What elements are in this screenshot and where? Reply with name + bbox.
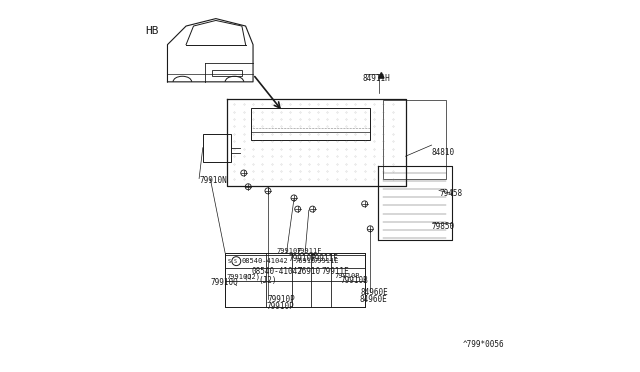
- Text: 08540-41042: 08540-41042: [241, 258, 288, 264]
- Text: 76910: 76910: [294, 258, 316, 264]
- Text: 79458: 79458: [439, 189, 462, 198]
- Bar: [251, 108, 370, 140]
- Text: 79911E: 79911E: [314, 258, 339, 264]
- Text: 79911F: 79911F: [310, 254, 339, 263]
- Text: 79910B: 79910B: [340, 276, 368, 285]
- Text: 79910N: 79910N: [199, 176, 227, 185]
- Bar: [383, 100, 447, 179]
- Text: 84810: 84810: [431, 148, 455, 157]
- Text: S: S: [228, 259, 231, 264]
- Text: S: S: [234, 259, 237, 264]
- Text: 79910P: 79910P: [266, 302, 294, 311]
- Text: 79910Q: 79910Q: [211, 278, 238, 287]
- Text: (J2): (J2): [244, 273, 260, 280]
- Text: 84911H: 84911H: [363, 74, 390, 83]
- Text: 79910Q: 79910Q: [227, 273, 252, 279]
- Text: ^799*0056: ^799*0056: [463, 340, 505, 349]
- Text: HB: HB: [145, 26, 159, 36]
- Text: 79910F: 79910F: [276, 248, 302, 254]
- Text: (J2): (J2): [259, 276, 277, 285]
- Polygon shape: [379, 73, 384, 78]
- Text: 79910B: 79910B: [334, 273, 360, 279]
- Text: 79850: 79850: [431, 222, 455, 231]
- Bar: [203, 134, 231, 162]
- Text: 76910: 76910: [298, 267, 321, 276]
- Bar: [225, 253, 365, 307]
- Text: 79911E: 79911E: [321, 267, 349, 276]
- Text: 08540-41042: 08540-41042: [251, 267, 302, 276]
- Text: 79910P: 79910P: [268, 295, 296, 304]
- Bar: [212, 70, 242, 76]
- Text: 79911F: 79911F: [296, 248, 322, 254]
- Text: 79910F: 79910F: [289, 254, 316, 263]
- Text: 84960E: 84960E: [359, 295, 387, 304]
- Text: 84960E: 84960E: [361, 288, 388, 297]
